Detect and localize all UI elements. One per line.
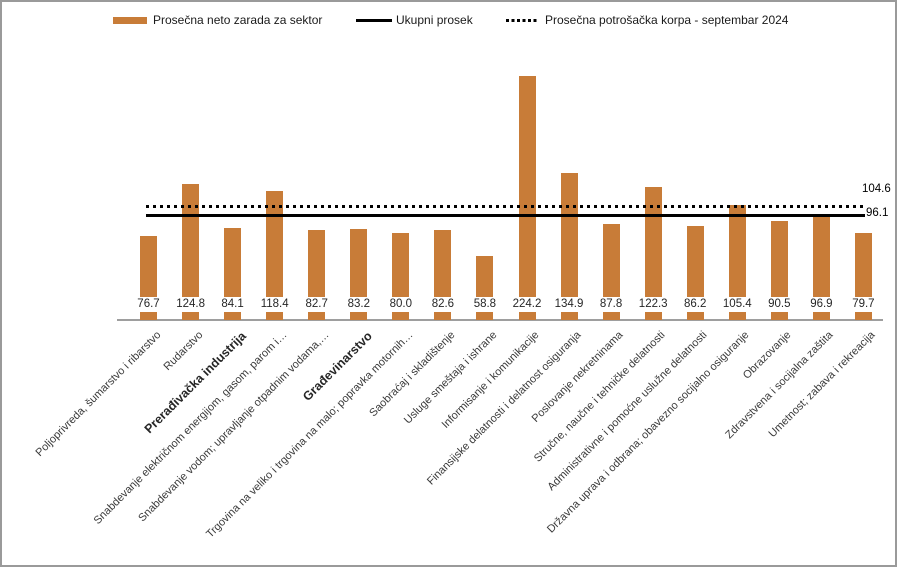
bar-value-label: 122.3 — [634, 297, 673, 312]
bar-value-label: 105.4 — [718, 297, 757, 312]
bar — [560, 173, 578, 320]
bar-value-label: 86.2 — [676, 297, 715, 312]
bar-value-label: 118.4 — [255, 297, 294, 312]
legend-item-sector-salary: Prosečna neto zarada za sektor — [113, 11, 322, 29]
bar-value-label: 84.1 — [213, 297, 252, 312]
legend-label-average: Ukupni prosek — [396, 13, 473, 27]
basket-line — [146, 205, 865, 208]
bar-value-label: 79.7 — [844, 297, 883, 312]
bar-value-label: 134.9 — [550, 297, 588, 312]
bar — [728, 205, 746, 320]
bar-value-label: 82.6 — [423, 297, 462, 312]
x-axis-category-label: Zdravstvena i socijalna zaštita — [723, 329, 836, 442]
legend-label-basket: Prosečna potrošačka korpa - septembar 20… — [545, 13, 789, 27]
average-line-value-label: 96.1 — [866, 207, 889, 219]
bar-swatch-icon — [113, 16, 147, 24]
bar — [518, 75, 536, 320]
bar — [686, 226, 704, 320]
bar — [182, 184, 200, 320]
average-line — [146, 214, 865, 217]
bar — [602, 224, 620, 320]
bar-value-label: 80.0 — [381, 297, 420, 312]
x-axis-line — [117, 319, 883, 321]
bar-value-label: 82.7 — [297, 297, 336, 312]
bar-value-label: 87.8 — [592, 297, 631, 312]
bar-value-label: 96.9 — [802, 297, 841, 312]
bar-value-label: 83.2 — [339, 297, 378, 312]
bar-value-label: 90.5 — [760, 297, 799, 312]
basket-line-value-label: 104.6 — [862, 183, 891, 195]
legend-item-basket: Prosečna potrošačka korpa - septembar 20… — [506, 11, 788, 29]
bar — [266, 190, 284, 320]
bar-value-label: 224.2 — [508, 297, 546, 312]
bar — [812, 214, 830, 320]
dotted-line-swatch-icon — [506, 18, 539, 22]
solid-line-swatch-icon — [356, 18, 392, 22]
bar — [770, 221, 788, 320]
legend-item-average: Ukupni prosek — [356, 11, 473, 29]
bar — [644, 186, 662, 320]
bar-value-label: 76.7 — [129, 297, 168, 312]
legend-label-sector-salary: Prosečna neto zarada za sektor — [153, 13, 323, 27]
bar-value-label: 124.8 — [171, 297, 210, 312]
bar-value-label: 58.8 — [465, 297, 504, 312]
x-axis-category-label: Umetnost; zabava i rekreacija — [766, 329, 878, 440]
